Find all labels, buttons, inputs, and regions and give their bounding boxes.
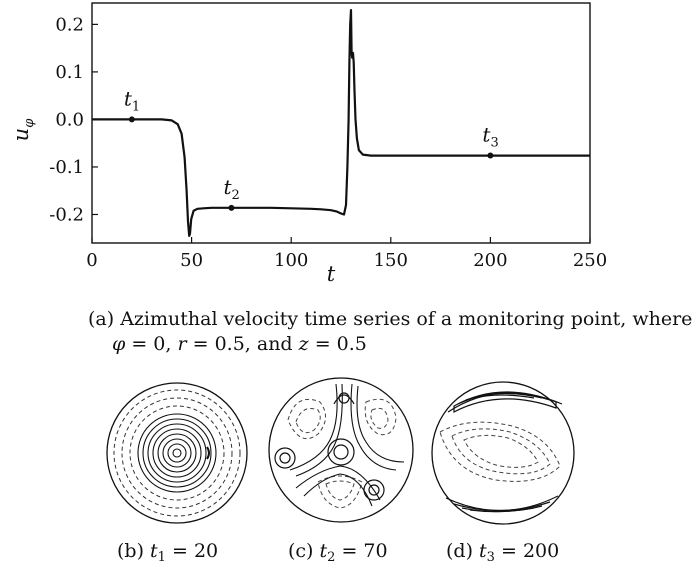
x-axis-ticks: 0 50 100 150 200 250 [86, 237, 607, 271]
x-tick-label: 250 [573, 250, 607, 271]
plot-frame [91, 2, 591, 244]
y-axis-ticks: -0.2 -0.1 0.0 0.1 0.2 [49, 14, 98, 225]
marker-label: t1 [124, 86, 140, 114]
caption-a-line1: (a) Azimuthal velocity time series of a … [88, 308, 692, 330]
y-tick-label: -0.2 [49, 204, 84, 225]
series-line [92, 9, 590, 237]
marker-point [487, 152, 494, 159]
panel-a-chart: 0 50 100 150 200 250 -0.2 -0.1 0.0 0.1 0.2 t1 t2 t3… [9, 2, 607, 286]
contour-plot-d [431, 381, 575, 525]
x-tick-label: 50 [180, 250, 203, 271]
caption-d: (d) t3 = 200 [446, 540, 559, 565]
contour-plot-b [106, 382, 248, 524]
time-markers: t1 t2 t3 [124, 86, 499, 211]
y-tick-label: -0.1 [49, 157, 84, 178]
y-tick-label: 0.1 [55, 62, 84, 83]
y-tick-label: 0.0 [55, 109, 84, 130]
x-axis-label: t [327, 262, 336, 286]
x-tick-label: 200 [473, 250, 507, 271]
x-tick-label: 0 [86, 250, 97, 271]
caption-a-line2: φ = 0, r = 0.5, and z = 0.5 [112, 333, 367, 355]
marker-label: t2 [223, 175, 239, 203]
contour-plot-c [268, 377, 414, 523]
x-tick-label: 100 [274, 250, 308, 271]
y-tick-label: 0.2 [55, 14, 84, 35]
caption-c: (c) t2 = 70 [288, 540, 388, 565]
caption-b: (b) t1 = 20 [117, 540, 218, 565]
x-tick-label: 150 [374, 250, 408, 271]
y-axis-label: uφ [9, 118, 37, 142]
marker-label: t3 [482, 123, 498, 151]
marker-point [128, 116, 135, 123]
marker-point [228, 204, 235, 211]
